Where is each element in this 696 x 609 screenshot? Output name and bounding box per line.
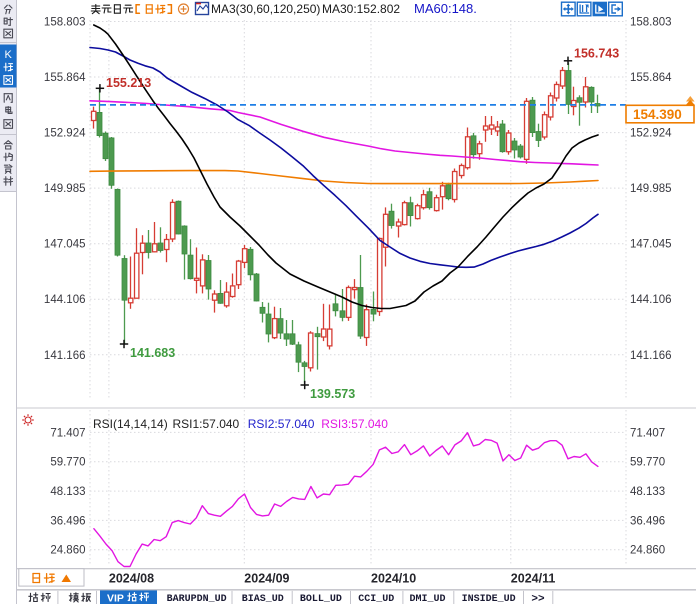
svg-text:158.803: 158.803 (44, 17, 86, 29)
svg-text:152.924: 152.924 (44, 128, 86, 140)
svg-text:36.496: 36.496 (50, 515, 85, 527)
svg-text:156.743: 156.743 (574, 47, 619, 61)
svg-text:DMI_UD: DMI_UD (409, 594, 445, 604)
svg-text:139.573: 139.573 (310, 387, 355, 401)
svg-text:24.860: 24.860 (630, 545, 665, 557)
svg-text:>>: >> (531, 594, 545, 605)
svg-text:147.045: 147.045 (630, 239, 672, 251)
svg-text:141.683: 141.683 (130, 346, 175, 360)
svg-text:149.985: 149.985 (630, 183, 672, 195)
svg-text:71.407: 71.407 (50, 427, 85, 439)
svg-text:VIP: VIP (107, 593, 124, 605)
svg-text:155.213: 155.213 (106, 76, 151, 90)
svg-text:K: K (5, 49, 13, 61)
svg-text:144.106: 144.106 (630, 294, 672, 306)
svg-text:BARUPDN_UD: BARUPDN_UD (167, 594, 227, 604)
svg-text:141.166: 141.166 (44, 350, 86, 362)
svg-text:71.407: 71.407 (630, 427, 665, 439)
svg-text:2024/11: 2024/11 (511, 572, 556, 586)
svg-text:149.985: 149.985 (44, 183, 86, 195)
svg-text:154.390: 154.390 (633, 107, 682, 122)
svg-text:36.496: 36.496 (630, 515, 665, 527)
svg-text:155.864: 155.864 (44, 72, 86, 84)
svg-text:59.770: 59.770 (630, 457, 665, 469)
svg-text:2024/08: 2024/08 (109, 572, 154, 586)
svg-text:24.860: 24.860 (50, 545, 85, 557)
svg-text:2024/10: 2024/10 (371, 572, 416, 586)
svg-text:2024/09: 2024/09 (244, 572, 289, 586)
svg-text:141.166: 141.166 (630, 350, 672, 362)
svg-text:48.133: 48.133 (630, 486, 665, 498)
svg-text:RSI3:57.040: RSI3:57.040 (321, 417, 388, 431)
svg-text:CCI_UD: CCI_UD (358, 594, 394, 604)
svg-text:152.924: 152.924 (630, 128, 672, 140)
svg-text:158.803: 158.803 (630, 17, 672, 29)
svg-text:RSI2:57.040: RSI2:57.040 (248, 417, 315, 431)
svg-text:BIAS_UD: BIAS_UD (242, 594, 284, 604)
svg-text:RSI(14,14,14): RSI(14,14,14) (93, 417, 168, 431)
svg-text:MA30:152.802: MA30:152.802 (322, 2, 400, 16)
svg-text:59.770: 59.770 (50, 457, 85, 469)
svg-text:MA60:148.: MA60:148. (414, 1, 477, 16)
svg-text:144.106: 144.106 (44, 294, 86, 306)
svg-text:48.133: 48.133 (50, 486, 85, 498)
svg-text:INSIDE_UD: INSIDE_UD (462, 594, 516, 604)
svg-text:RSI1:57.040: RSI1:57.040 (173, 417, 240, 431)
svg-text:155.864: 155.864 (630, 72, 672, 84)
svg-text:BOLL_UD: BOLL_UD (300, 594, 342, 604)
svg-text:147.045: 147.045 (44, 239, 86, 251)
svg-text:MA3(30,60,120,250): MA3(30,60,120,250) (211, 2, 320, 16)
